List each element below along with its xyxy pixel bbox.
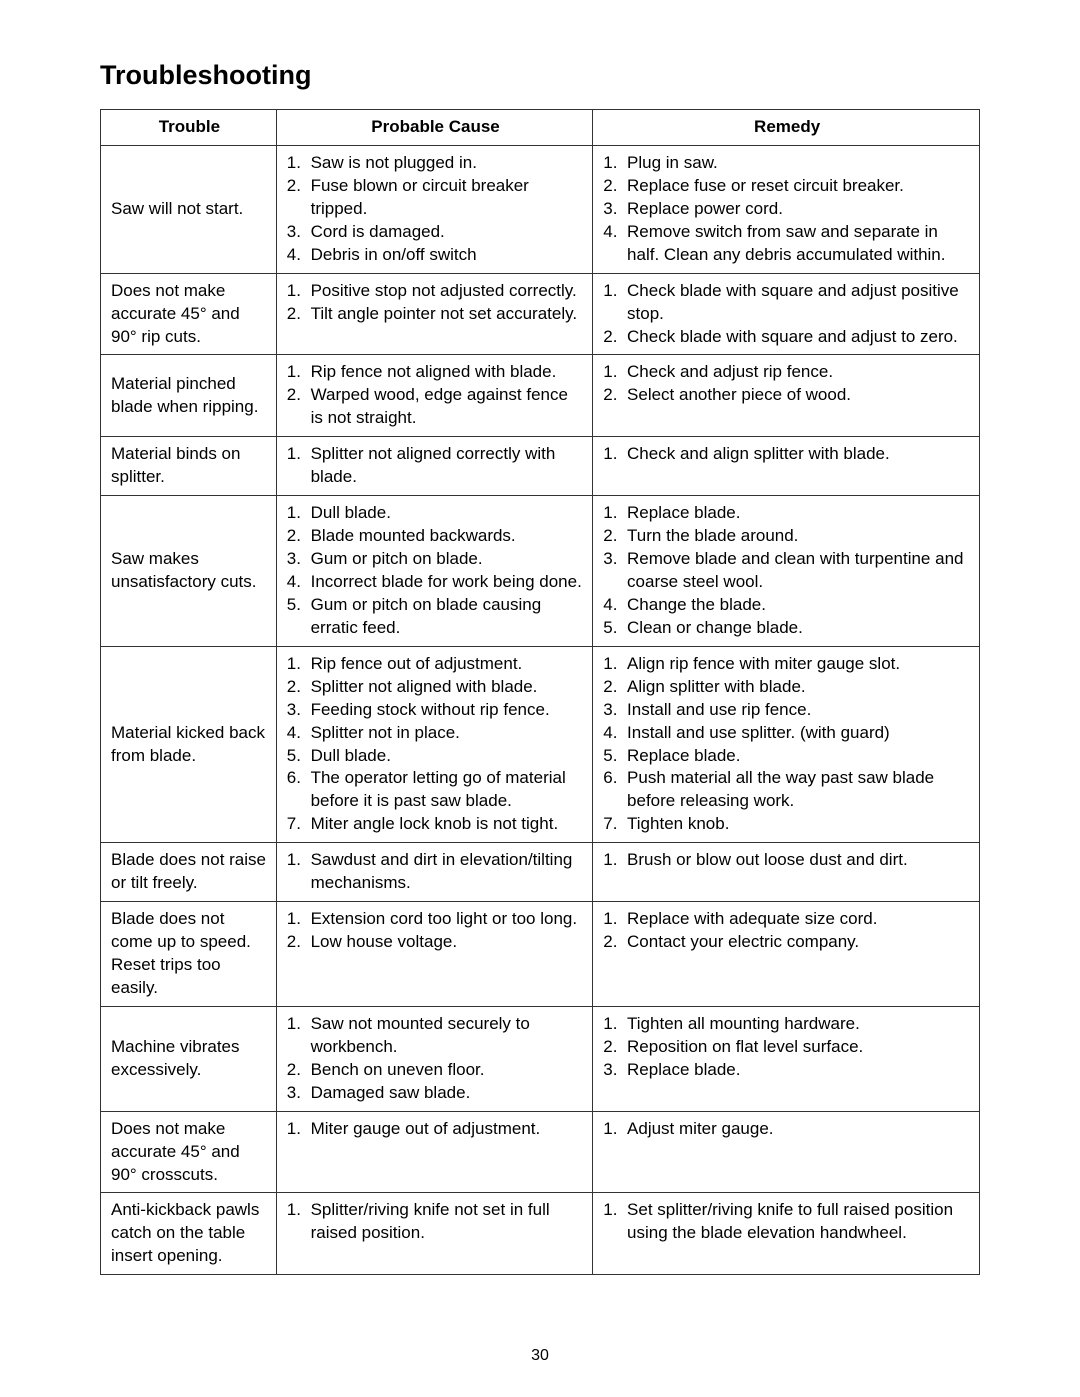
cause-cell: 1.Extension cord too light or too long.2… xyxy=(276,902,592,1007)
table-row: Blade does not come up to speed. Reset t… xyxy=(101,902,980,1007)
cause-cell: 1.Splitter/riving knife not set in full … xyxy=(276,1193,592,1275)
table-row: Machine vibrates excessively.1.Saw not m… xyxy=(101,1006,980,1111)
table-row: Anti-kickback pawls catch on the table i… xyxy=(101,1193,980,1275)
cause-cell: 1.Positive stop not adjusted correctly.2… xyxy=(276,273,592,355)
trouble-cell: Blade does not raise or tilt freely. xyxy=(101,843,277,902)
remedy-cell: 1.Set splitter/riving knife to full rais… xyxy=(593,1193,980,1275)
table-row: Saw makes unsatisfactory cuts.1.Dull bla… xyxy=(101,496,980,647)
cause-cell: 1.Rip fence not aligned with blade.2.War… xyxy=(276,355,592,437)
cause-cell: 1.Splitter not aligned correctly with bl… xyxy=(276,437,592,496)
remedy-cell: 1.Plug in saw.2.Replace fuse or reset ci… xyxy=(593,145,980,273)
cause-cell: 1.Dull blade.2.Blade mounted backwards.3… xyxy=(276,496,592,647)
trouble-cell: Does not make accurate 45° and 90° rip c… xyxy=(101,273,277,355)
table-row: Does not make accurate 45° and 90° rip c… xyxy=(101,273,980,355)
cause-cell: 1.Miter gauge out of adjustment. xyxy=(276,1111,592,1193)
cause-cell: 1.Saw not mounted securely to workbench.… xyxy=(276,1006,592,1111)
table-row: Material binds on splitter.1.Splitter no… xyxy=(101,437,980,496)
remedy-cell: 1.Replace with adequate size cord. 2.Con… xyxy=(593,902,980,1007)
remedy-cell: 1.Brush or blow out loose dust and dirt. xyxy=(593,843,980,902)
remedy-cell: 1.Check blade with square and adjust pos… xyxy=(593,273,980,355)
col-header-remedy: Remedy xyxy=(593,110,980,146)
table-row: Material kicked back from blade.1.Rip fe… xyxy=(101,646,980,843)
remedy-cell: 1.Check and align splitter with blade. xyxy=(593,437,980,496)
table-row: Does not make accurate 45° and 90° cross… xyxy=(101,1111,980,1193)
page-number: 30 xyxy=(0,1347,1080,1365)
trouble-cell: Material kicked back from blade. xyxy=(101,646,277,843)
trouble-cell: Material binds on splitter. xyxy=(101,437,277,496)
page: Troubleshooting Trouble Probable Cause R… xyxy=(0,0,1080,1397)
remedy-cell: 1.Tighten all mounting hardware. 2.Repos… xyxy=(593,1006,980,1111)
cause-cell: 1.Sawdust and dirt in elevation/tilting … xyxy=(276,843,592,902)
remedy-cell: 1.Check and adjust rip fence.2.Select an… xyxy=(593,355,980,437)
trouble-cell: Anti-kickback pawls catch on the table i… xyxy=(101,1193,277,1275)
col-header-cause: Probable Cause xyxy=(276,110,592,146)
table-row: Saw will not start.1.Saw is not plugged … xyxy=(101,145,980,273)
trouble-cell: Machine vibrates excessively. xyxy=(101,1006,277,1111)
trouble-cell: Blade does not come up to speed. Reset t… xyxy=(101,902,277,1007)
trouble-cell: Saw will not start. xyxy=(101,145,277,273)
trouble-cell: Material pinched blade when ripping. xyxy=(101,355,277,437)
page-heading: Troubleshooting xyxy=(100,60,980,91)
col-header-trouble: Trouble xyxy=(101,110,277,146)
remedy-cell: 1.Align rip fence with miter gauge slot.… xyxy=(593,646,980,843)
table-row: Material pinched blade when ripping.1.Ri… xyxy=(101,355,980,437)
table-row: Blade does not raise or tilt freely.1.Sa… xyxy=(101,843,980,902)
remedy-cell: 1.Adjust miter gauge. xyxy=(593,1111,980,1193)
cause-cell: 1.Saw is not plugged in.2.Fuse blown or … xyxy=(276,145,592,273)
trouble-cell: Saw makes unsatisfactory cuts. xyxy=(101,496,277,647)
remedy-cell: 1.Replace blade.2.Turn the blade around.… xyxy=(593,496,980,647)
troubleshooting-table: Trouble Probable Cause Remedy Saw will n… xyxy=(100,109,980,1275)
trouble-cell: Does not make accurate 45° and 90° cross… xyxy=(101,1111,277,1193)
table-header-row: Trouble Probable Cause Remedy xyxy=(101,110,980,146)
cause-cell: 1.Rip fence out of adjustment.2.Splitter… xyxy=(276,646,592,843)
